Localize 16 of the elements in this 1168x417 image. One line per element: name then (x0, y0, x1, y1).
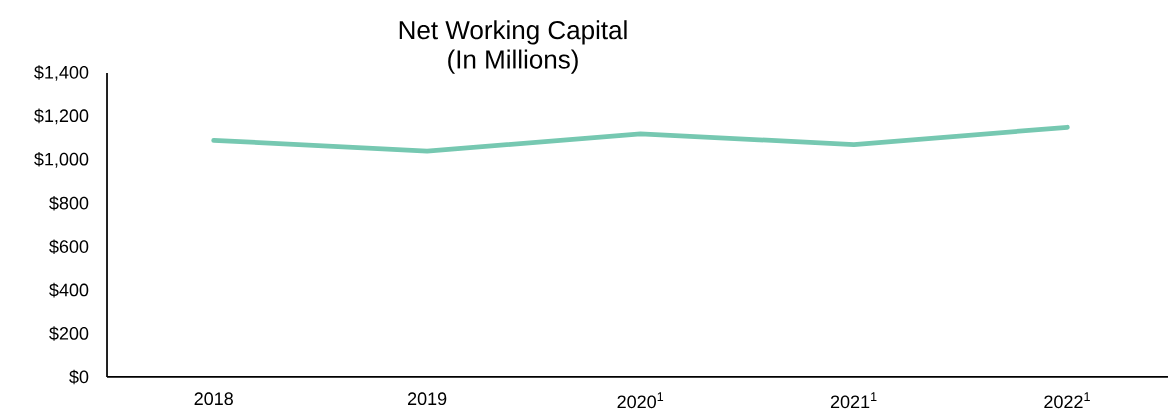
x-tick-label: 2022$^{1}$ (1044, 392, 1090, 409)
chart-title: Net Working Capital (399, 20, 627, 45)
y-tick-label: $200 (49, 326, 89, 341)
y-tick-label: $1,400 (34, 65, 89, 81)
x-tick-label: 2019 (407, 392, 447, 406)
y-tick-label: $0 (69, 369, 89, 385)
y-tick-label: $800 (49, 195, 89, 211)
y-tick-label: $600 (49, 239, 89, 254)
y-tick-label: $400 (49, 282, 89, 298)
line-series (211, 124, 1070, 154)
y-tick-label: $1,200 (34, 108, 89, 125)
chart-subtitle: (In Millions) (448, 49, 578, 74)
x-tick-label: 2018 (194, 392, 233, 406)
y-tick-label: $1,000 (34, 152, 89, 168)
x-tick-label: 2020$^{1}$ (617, 392, 664, 409)
x-tick-label: 2021$^{1}$ (830, 392, 877, 409)
